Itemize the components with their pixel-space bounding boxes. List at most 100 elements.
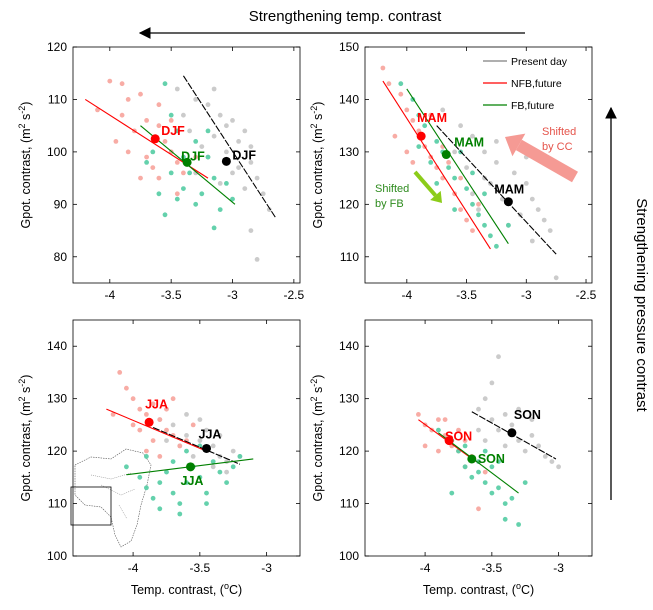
present-scatter-point	[266, 207, 272, 213]
fb-mean-point	[186, 462, 196, 472]
fb-scatter-point	[230, 464, 236, 470]
present-scatter-point	[452, 149, 457, 155]
y-tick-label: 150	[339, 40, 359, 54]
present-scatter-point	[197, 417, 203, 422]
present-scatter-point	[205, 102, 211, 108]
nfb-scatter-point	[110, 412, 116, 417]
fb-scatter-point	[162, 81, 168, 87]
present-scatter-point	[230, 170, 235, 176]
present-season-label: DJF	[232, 148, 256, 162]
fb-season-label: JJA	[181, 474, 204, 488]
nfb-scatter-point	[157, 417, 163, 422]
present-mean-point	[507, 428, 517, 438]
temp-contrast-arrow: Strengthening temp. contrast	[138, 8, 525, 39]
fb-scatter-point	[177, 501, 183, 506]
fb-scatter-point	[174, 128, 180, 134]
fb-scatter-point	[224, 480, 230, 485]
x-axis-label: Temp. contrast, (oC)	[423, 581, 534, 597]
nfb-scatter-point	[162, 139, 168, 144]
present-scatter-point	[242, 186, 248, 192]
nfb-scatter-point	[398, 91, 404, 97]
fb-scatter-point	[509, 495, 515, 501]
pressure-contrast-arrow-label: Strengthening pressure contrast	[633, 198, 650, 412]
fb-scatter-point	[211, 225, 217, 231]
present-scatter-point	[254, 175, 260, 181]
nfb-scatter-point	[380, 65, 386, 71]
fb-scatter-point	[446, 165, 451, 171]
present-scatter-point	[260, 191, 266, 197]
present-scatter-point	[536, 443, 541, 449]
nfb-scatter-point	[150, 438, 156, 443]
y-tick-label: 120	[47, 444, 67, 458]
present-scatter-point	[509, 422, 515, 428]
present-scatter-point	[549, 459, 555, 464]
fb-shift-arrow	[413, 170, 437, 197]
nfb-season-label: SON	[445, 430, 472, 444]
present-scatter-point	[210, 464, 216, 470]
nfb-scatter-point	[130, 422, 136, 428]
fb-scatter-point	[187, 170, 193, 176]
nfb-scatter-point	[174, 160, 180, 165]
cc-shift-arrowhead	[505, 133, 526, 157]
fb-scatter-point	[476, 212, 481, 218]
present-scatter-point	[174, 86, 180, 92]
fb-scatter-point	[205, 154, 211, 160]
y-tick-label: 130	[339, 392, 359, 406]
x-tick-label: -3	[261, 561, 272, 575]
present-scatter-point	[476, 427, 481, 433]
present-scatter-point	[210, 443, 216, 449]
x-tick-label: -3.5	[190, 561, 211, 575]
nfb-scatter-point	[125, 97, 131, 102]
nfb-mean-point	[144, 417, 154, 427]
fb-scatter-point	[184, 480, 189, 485]
fb-scatter-point	[449, 490, 455, 496]
y-tick-label: 110	[340, 250, 359, 264]
nfb-scatter-point	[404, 149, 410, 155]
fb-scatter-point	[162, 212, 168, 218]
nfb-scatter-point	[464, 217, 469, 223]
nfb-scatter-point	[164, 406, 169, 412]
nfb-scatter-point	[137, 406, 143, 412]
present-scatter-point	[236, 165, 242, 171]
shift-annotation: Shifted	[542, 126, 576, 138]
present-scatter-point	[197, 438, 203, 443]
nfb-scatter-point	[458, 175, 463, 181]
fb-scatter-point	[156, 191, 162, 197]
panel-mam: MAM MAM MAM -4 -3.5 -3 -2.5 110 120 130 140 150 Gpot…	[309, 40, 597, 302]
present-season-label: MAM	[494, 183, 524, 197]
map-borders	[90, 472, 136, 520]
fb-scatter-point	[144, 160, 150, 165]
nfb-scatter-point	[125, 149, 131, 155]
present-scatter-point	[170, 422, 176, 428]
x-axis-label: Temp. contrast, (oC)	[131, 581, 242, 597]
present-scatter-point	[542, 454, 548, 459]
present-scatter-point	[541, 217, 547, 223]
present-season-label: SON	[514, 408, 541, 422]
fb-scatter-point	[193, 139, 199, 144]
x-tick-label: -3.5	[456, 288, 477, 302]
nfb-scatter-point	[476, 506, 481, 512]
fb-scatter-point	[193, 201, 199, 207]
fb-scatter-point	[168, 170, 174, 176]
present-scatter-point	[199, 144, 205, 150]
panel-son: SON SON SON -4 -3.5 -3 100 110 120 130 140 Gpot. co…	[309, 319, 593, 597]
nfb-scatter-point	[190, 422, 196, 428]
nfb-scatter-point	[113, 139, 119, 144]
nfb-scatter-point	[164, 427, 169, 433]
present-scatter-point	[211, 86, 217, 92]
nfb-scatter-point	[446, 160, 451, 165]
fb-scatter-point	[197, 443, 203, 449]
fb-scatter-point	[210, 459, 216, 464]
present-scatter-point	[217, 112, 223, 118]
fb-scatter-point	[170, 490, 176, 496]
present-regression-line	[436, 125, 557, 255]
fb-scatter-point	[522, 480, 528, 485]
y-tick-label: 140	[339, 92, 359, 106]
present-scatter-point	[476, 207, 481, 213]
y-tick-label: 120	[339, 444, 359, 458]
fb-scatter-point	[150, 495, 156, 501]
fb-scatter-point	[489, 490, 495, 496]
y-axis-label: Gpot. contrast, (m2 s-2)	[309, 375, 325, 502]
nfb-scatter-point	[144, 448, 149, 454]
panel-djf: DJF DJF DJF -4 -3.5 -3 -2.5 80 90 100 110 120 Gpot. …	[17, 40, 305, 302]
